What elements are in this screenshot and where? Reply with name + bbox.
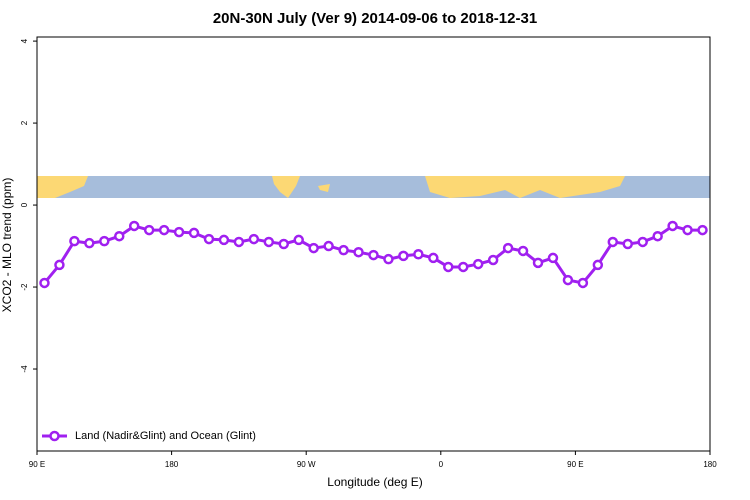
data-point: [457, 261, 469, 273]
data-point: [592, 259, 604, 271]
data-point: [278, 238, 290, 250]
data-point: [697, 224, 708, 236]
data-point: [428, 252, 439, 264]
y-tick-label: 0: [20, 202, 29, 207]
data-point: [413, 248, 424, 260]
data-point: [114, 230, 125, 242]
data-point: [323, 240, 334, 252]
x-tick-label: 90 E: [567, 460, 583, 469]
data-point: [443, 261, 454, 273]
data-point: [293, 234, 304, 246]
land: [318, 184, 330, 192]
data-point: [338, 244, 349, 256]
data-point: [218, 234, 230, 246]
y-tick-label: -2: [20, 283, 29, 291]
data-point: [622, 238, 633, 250]
x-tick-label: 0: [439, 460, 444, 469]
x-tick-label: 180: [165, 460, 179, 469]
plot-frame: [36, 36, 711, 452]
y-tick-label: 2: [20, 120, 29, 125]
x-tick-label: 90 E: [29, 460, 45, 469]
legend-marker: [49, 430, 60, 442]
data-point: [667, 220, 678, 232]
data-point: [487, 254, 499, 266]
y-axis-label: XCO2 - MLO trend (ppm): [0, 178, 14, 313]
data-point: [39, 277, 50, 289]
data-point: [188, 227, 200, 239]
data-point: [353, 246, 364, 258]
data-point: [652, 230, 663, 242]
data-point: [682, 224, 693, 236]
data-point: [84, 237, 95, 249]
data-point: [248, 233, 260, 245]
data-point: [143, 224, 155, 236]
data-point: [383, 253, 394, 265]
data-point: [203, 233, 215, 245]
x-tick-label: 90 W: [297, 460, 316, 469]
data-point: [562, 274, 574, 286]
data-point: [233, 236, 245, 248]
data-point: [128, 220, 140, 232]
data-point: [472, 258, 484, 270]
data-point: [532, 257, 544, 269]
data-point: [607, 236, 619, 248]
data-point: [502, 242, 514, 254]
data-point: [398, 250, 409, 262]
data-point: [263, 236, 275, 248]
data-point: [547, 252, 559, 264]
data-point: [173, 226, 185, 238]
x-axis-label: Longitude (deg E): [327, 475, 422, 489]
x-tick-label: 180: [703, 460, 717, 469]
land: [37, 176, 88, 198]
land: [425, 176, 625, 198]
data-point: [54, 259, 65, 271]
data-point: [308, 242, 319, 254]
y-tick-label: 4: [20, 38, 29, 43]
data-point: [637, 236, 648, 248]
data-point: [69, 235, 80, 247]
map-band: [37, 176, 710, 198]
legend-label: Land (Nadir&Glint) and Ocean (Glint): [75, 430, 256, 442]
chart-title: 20N-30N July (Ver 9) 2014-09-06 to 2018-…: [213, 10, 537, 27]
data-point: [99, 235, 110, 247]
data-point: [577, 277, 589, 289]
data-point: [368, 249, 379, 261]
y-tick-label: -4: [20, 365, 29, 373]
data-point: [158, 224, 170, 236]
land: [272, 176, 300, 198]
data-point: [517, 245, 529, 257]
